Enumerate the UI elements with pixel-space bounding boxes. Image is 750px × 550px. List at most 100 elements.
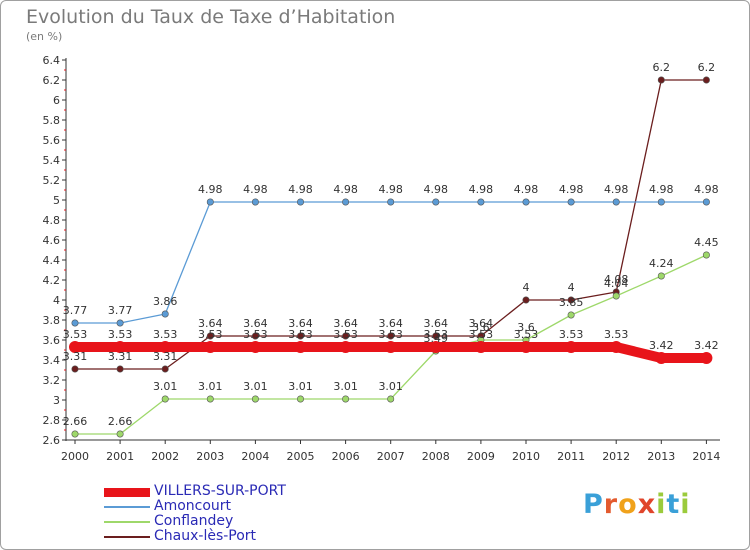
y-tick-label: 4.6 xyxy=(43,234,61,247)
data-point xyxy=(161,395,169,403)
logo-letter: t xyxy=(666,489,681,520)
x-tick-label: 2013 xyxy=(647,450,675,463)
y-tick-label: 2.6 xyxy=(43,434,61,447)
data-label: 3.64 xyxy=(333,317,358,330)
data-label: 4.45 xyxy=(694,236,719,249)
logo-letter: i xyxy=(680,489,691,520)
data-label: 4.98 xyxy=(424,183,449,196)
data-point xyxy=(387,395,395,403)
chart-unit: (en %) xyxy=(26,30,63,43)
data-label: 4.98 xyxy=(243,183,268,196)
data-label: 3.49 xyxy=(424,332,449,345)
data-point xyxy=(700,352,713,364)
data-point xyxy=(432,198,440,206)
data-label: 3.53 xyxy=(288,328,313,341)
data-label: 3.53 xyxy=(514,328,539,341)
data-label: 3.42 xyxy=(649,339,674,352)
y-tick-label: 5.8 xyxy=(43,114,61,127)
data-point xyxy=(116,319,124,327)
data-point xyxy=(342,198,350,206)
data-label: 3.53 xyxy=(469,328,494,341)
y-tick-label: 3 xyxy=(53,394,60,407)
data-point xyxy=(251,198,259,206)
data-point xyxy=(71,430,79,438)
data-label: 3.53 xyxy=(108,328,133,341)
data-label: 4.08 xyxy=(604,273,629,286)
x-tick-label: 2006 xyxy=(332,450,360,463)
legend-label: Amoncourt xyxy=(154,498,232,514)
data-label: 3.77 xyxy=(108,304,133,317)
data-label: 4.98 xyxy=(198,183,223,196)
data-label: 3.53 xyxy=(559,328,584,341)
data-label: 3.53 xyxy=(424,328,449,341)
data-point xyxy=(610,341,623,353)
logo-letter: P xyxy=(583,489,604,520)
data-point xyxy=(567,296,575,304)
x-tick-label: 2000 xyxy=(61,450,89,463)
data-label: 4 xyxy=(568,281,575,294)
data-label: 3.85 xyxy=(559,296,584,309)
data-label: 4.98 xyxy=(694,183,719,196)
data-label: 4.98 xyxy=(288,183,313,196)
x-tick-label: 2002 xyxy=(151,450,179,463)
legend-swatch xyxy=(104,521,150,523)
data-point xyxy=(251,332,259,340)
proxiti-logo: Proxiti xyxy=(583,489,691,520)
logo-letter: x xyxy=(637,489,657,520)
y-tick-label: 5 xyxy=(53,194,60,207)
data-point xyxy=(429,341,442,353)
data-point xyxy=(116,365,124,373)
data-point xyxy=(161,365,169,373)
legend-swatch xyxy=(104,536,150,538)
x-tick-label: 2003 xyxy=(196,450,224,463)
legend-label: Chaux-lès-Port xyxy=(154,528,257,544)
data-label: 4 xyxy=(523,281,530,294)
data-point xyxy=(432,332,440,340)
logo-letter: i xyxy=(656,489,667,520)
x-tick-label: 2011 xyxy=(557,450,585,463)
logo-letter: o xyxy=(618,489,638,520)
data-point xyxy=(296,332,304,340)
data-label: 3.01 xyxy=(153,380,178,393)
data-label: 4.24 xyxy=(649,257,674,270)
data-point xyxy=(339,341,352,353)
data-label: 4.98 xyxy=(333,183,358,196)
data-point xyxy=(296,198,304,206)
data-point xyxy=(657,198,665,206)
data-point xyxy=(522,296,530,304)
data-label: 3.01 xyxy=(243,380,268,393)
data-point xyxy=(702,198,710,206)
data-label: 4.98 xyxy=(469,183,494,196)
logo-letter: r xyxy=(603,489,619,520)
x-tick-label: 2009 xyxy=(467,450,495,463)
data-point xyxy=(296,395,304,403)
data-label: 4.04 xyxy=(604,277,629,290)
data-point xyxy=(702,76,710,84)
data-point xyxy=(387,198,395,206)
y-tick-label: 5.4 xyxy=(43,154,61,167)
data-point xyxy=(71,365,79,373)
data-label: 3.01 xyxy=(288,380,313,393)
data-point xyxy=(206,395,214,403)
data-label: 3.64 xyxy=(243,317,268,330)
data-label: 4.98 xyxy=(649,183,674,196)
y-tick-label: 5.2 xyxy=(43,174,61,187)
data-label: 6.2 xyxy=(698,61,716,74)
data-label: 3.31 xyxy=(63,350,88,363)
y-tick-label: 3.2 xyxy=(43,374,61,387)
data-point xyxy=(655,352,668,364)
data-label: 3.31 xyxy=(153,350,178,363)
data-label: 3.6 xyxy=(517,321,535,334)
data-point xyxy=(522,198,530,206)
data-point xyxy=(520,341,532,353)
data-point xyxy=(565,341,578,353)
data-label: 3.42 xyxy=(694,339,719,352)
chart-title: Evolution du Taux de Taxe d’Habitation xyxy=(26,6,396,28)
data-label: 3.64 xyxy=(198,317,223,330)
x-tick-label: 2012 xyxy=(602,450,630,463)
data-point xyxy=(384,341,397,353)
data-point xyxy=(342,395,350,403)
x-tick-label: 2010 xyxy=(512,450,540,463)
y-tick-label: 5.6 xyxy=(43,134,61,147)
